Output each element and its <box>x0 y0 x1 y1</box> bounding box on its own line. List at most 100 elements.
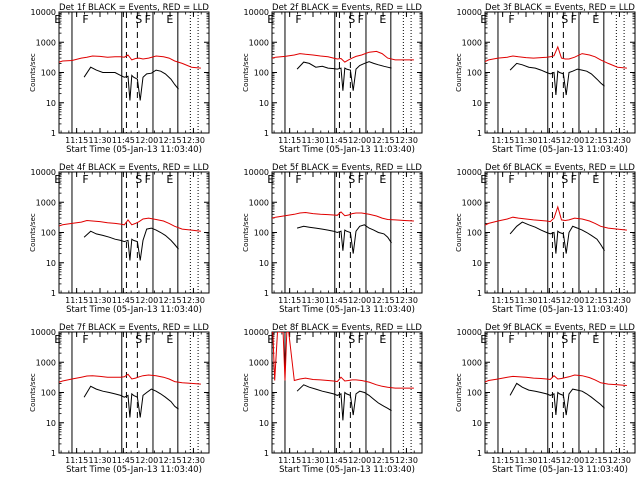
x-tick-label: 12:00 <box>135 456 158 465</box>
series-line-events <box>509 221 605 254</box>
y-tick-label: 10000 <box>244 168 269 177</box>
interval-marker-label: F <box>145 333 151 346</box>
y-axis-label: Counts/sec <box>242 53 250 92</box>
panel-5: Det 5f BLACK = Events, RED = LLD 1 10 100 10… <box>242 163 423 315</box>
y-tick-label: 100 <box>41 229 56 238</box>
interval-marker-label: S <box>348 173 355 186</box>
x-tick-label: 12:00 <box>135 136 158 145</box>
panel-title: Det 1f BLACK = Events, RED = LLD <box>59 3 209 13</box>
x-tick-label: 11:45 <box>538 456 561 465</box>
series-line-events <box>83 66 179 101</box>
x-tick-label: 12:15 <box>159 296 182 305</box>
interval-marker-label: E <box>267 173 274 186</box>
interval-marker-label: F <box>358 333 364 346</box>
x-tick-label: 11:45 <box>112 456 135 465</box>
x-tick-label: 11:15 <box>65 296 88 305</box>
x-tick-label: 12:00 <box>561 136 584 145</box>
y-tick-label: 1 <box>477 289 482 298</box>
x-tick-label: 12:00 <box>348 456 371 465</box>
x-tick-label: 11:30 <box>88 296 111 305</box>
x-axis-label: Start Time (05-Jan-13 11:03:40) <box>492 145 628 155</box>
interval-marker-label: S <box>135 13 142 26</box>
y-tick-label: 10000 <box>31 8 56 17</box>
x-tick-label: 11:15 <box>491 136 514 145</box>
interval-marker-label: E <box>480 173 487 186</box>
interval-marker-label: F <box>145 13 151 26</box>
interval-marker-label: E <box>379 173 386 186</box>
y-tick-label: 1000 <box>36 198 56 207</box>
x-tick-label: 12:30 <box>395 136 418 145</box>
y-tick-label: 10 <box>259 99 269 108</box>
x-tick-label: 11:30 <box>301 456 324 465</box>
series-line-lld <box>485 374 627 386</box>
y-axis-label: Counts/sec <box>455 213 463 252</box>
series-line-lld <box>59 373 201 385</box>
x-tick-label: 11:15 <box>65 136 88 145</box>
y-tick-label: 1000 <box>249 198 269 207</box>
interval-marker-label: F <box>82 13 88 26</box>
panel-8: Det 8f BLACK = Events, RED = LLD 1 10 100 10… <box>242 323 423 475</box>
interval-marker-label: E <box>166 173 173 186</box>
y-tick-label: 10 <box>46 419 56 428</box>
x-axis-label: Start Time (05-Jan-13 11:03:40) <box>279 145 415 155</box>
x-tick-label: 12:30 <box>182 456 205 465</box>
y-tick-label: 100 <box>254 229 269 238</box>
panel-title: Det 4f BLACK = Events, RED = LLD <box>59 163 209 173</box>
y-tick-label: 10000 <box>31 168 56 177</box>
y-tick-label: 10 <box>472 99 482 108</box>
interval-marker-label: S <box>348 333 355 346</box>
x-tick-label: 12:00 <box>135 296 158 305</box>
y-tick-label: 10000 <box>31 328 56 337</box>
plot-frame <box>484 331 636 454</box>
series-line-lld <box>485 205 627 231</box>
x-tick-label: 12:30 <box>608 136 631 145</box>
y-tick-label: 100 <box>41 389 56 398</box>
y-axis-label: Counts/sec <box>455 373 463 412</box>
y-tick-label: 10000 <box>457 328 482 337</box>
interval-marker-label: E <box>592 173 599 186</box>
y-tick-label: 1000 <box>249 38 269 47</box>
y-axis-label: Counts/sec <box>242 373 250 412</box>
y-tick-label: 100 <box>467 69 482 78</box>
y-tick-label: 1 <box>51 289 56 298</box>
y-tick-label: 100 <box>254 69 269 78</box>
interval-marker-label: E <box>166 333 173 346</box>
y-tick-label: 10000 <box>244 8 269 17</box>
interval-marker-label: E <box>480 333 487 346</box>
series-line-lld <box>272 211 414 222</box>
panel-title: Det 3f BLACK = Events, RED = LLD <box>485 3 635 13</box>
interval-marker-label: E <box>379 333 386 346</box>
y-tick-label: 1 <box>264 449 269 458</box>
interval-marker-label: F <box>358 173 364 186</box>
interval-marker-label: F <box>82 173 88 186</box>
y-axis-label: Counts/sec <box>29 373 37 412</box>
panel-4: Det 4f BLACK = Events, RED = LLD 1 10 100 10… <box>29 163 210 315</box>
y-tick-label: 10 <box>46 259 56 268</box>
x-tick-label: 12:15 <box>585 136 608 145</box>
series-line-events <box>509 62 605 96</box>
x-tick-label: 12:00 <box>561 456 584 465</box>
series-line-lld <box>485 45 627 69</box>
x-tick-label: 12:30 <box>182 296 205 305</box>
x-tick-label: 11:15 <box>491 456 514 465</box>
y-tick-label: 10 <box>472 259 482 268</box>
interval-marker-label: E <box>54 333 61 346</box>
x-tick-label: 11:15 <box>65 456 88 465</box>
series-line-events <box>83 385 179 418</box>
x-axis-label: Start Time (05-Jan-13 11:03:40) <box>279 305 415 315</box>
y-tick-label: 10 <box>259 259 269 268</box>
y-tick-label: 1 <box>477 449 482 458</box>
interval-marker-label: F <box>508 13 514 26</box>
interval-marker-label: F <box>145 173 151 186</box>
y-axis-label: Counts/sec <box>455 53 463 92</box>
x-tick-label: 11:45 <box>112 296 135 305</box>
x-tick-label: 11:45 <box>538 136 561 145</box>
interval-marker-label: S <box>135 333 142 346</box>
panel-title: Det 8f BLACK = Events, RED = LLD <box>272 323 422 333</box>
x-axis-label: Start Time (05-Jan-13 11:03:40) <box>279 465 415 475</box>
y-tick-label: 100 <box>467 229 482 238</box>
x-tick-label: 12:15 <box>372 456 395 465</box>
x-tick-label: 12:30 <box>608 456 631 465</box>
y-axis-label: Counts/sec <box>242 213 250 252</box>
x-tick-label: 11:45 <box>538 296 561 305</box>
